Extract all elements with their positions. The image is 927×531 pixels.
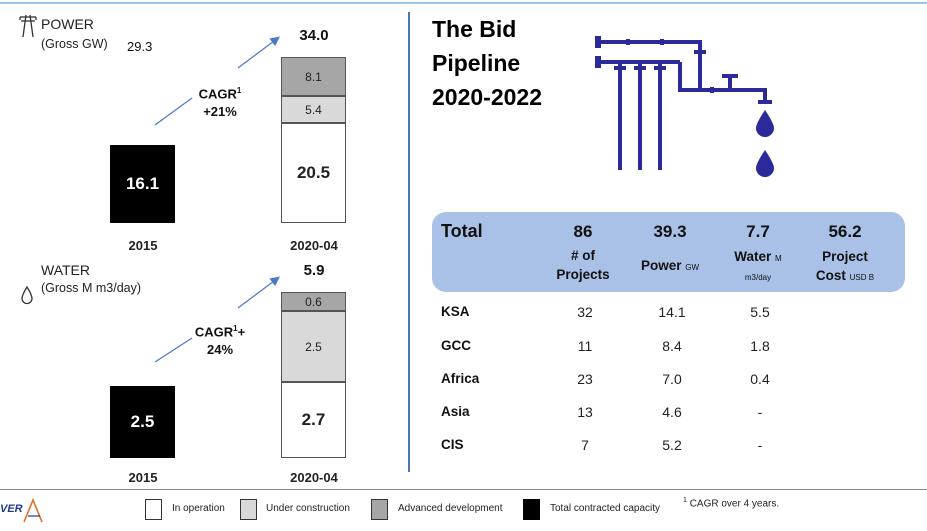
water-xlabel-2020: 2020-04 [290,470,338,485]
power-floating-value: 29.3 [127,39,153,54]
row-ksa-power: 14.1 [658,304,686,320]
row-region-ksa: KSA [441,304,470,319]
row-ksa-water: 5.5 [750,304,770,320]
power-seg-advanced: 8.1 [281,57,346,96]
row-cis-water: - [757,437,763,453]
water-seg-construction: 2.5 [281,311,346,382]
power-pylon-icon [18,14,38,38]
row-region-asia: Asia [441,404,470,419]
power-xlabel-2015: 2015 [128,238,158,253]
legend-label-construction: Under construction [266,503,350,514]
row-cis-power: 5.2 [662,437,682,453]
water-seg-operation: 2.7 [281,382,346,458]
pipeline-col-cost: Project Cost USD B [815,249,875,283]
row-asia-water: - [757,404,763,420]
power-cagr-label: CAGR1 +21% [198,86,242,120]
row-region-gcc: GCC [441,338,471,353]
row-asia-power: 4.6 [662,404,682,420]
row-ksa-projects: 32 [577,304,593,320]
pipeline-total-power: 39.3 [653,222,687,241]
legend-swatch-advanced [371,499,388,520]
row-asia-projects: 13 [577,404,593,420]
power-cagr-arrow [154,36,280,126]
power-total-2020-label: 34.0 [299,27,329,44]
pipeline-table-header [432,212,905,292]
power-seg-operation: 20.5 [281,123,346,223]
row-region-cis: CIS [441,437,464,452]
water-xlabel-2015: 2015 [128,470,158,485]
water-cagr-label: CAGR1+ 24% [194,324,246,358]
row-gcc-projects: 11 [577,338,593,354]
water-bar-2015: 2.5 [110,386,175,458]
legend-label-advanced: Advanced development [398,503,503,514]
legend-swatch-operation [145,499,162,520]
water-total-2020-label: 5.9 [303,262,325,279]
legend-swatch-total [523,499,540,520]
row-region-africa: Africa [441,371,480,386]
pipeline-table-body: KSA 32 14.1 5.5 GCC 11 8.4 1.8 Africa 23… [432,304,905,464]
water-seg-advanced: 0.6 [281,292,346,311]
power-seg-construction: 5.4 [281,96,346,123]
row-africa-water: 0.4 [750,371,770,387]
legend-swatch-construction [240,499,257,520]
power-title: POWER [41,16,94,32]
pipeline-total-cost: 56.2 [828,222,862,241]
pipeline-total-water: 7.7 [746,222,770,241]
footnote: 1 CAGR over 4 years. [683,497,780,510]
pipeline-col-projects: # of Projects [556,248,610,282]
top-rule [0,2,927,4]
pipeline-illustration [595,36,774,177]
pipeline-col-power: Power GW [640,258,700,273]
row-africa-projects: 23 [577,371,593,387]
row-gcc-power: 8.4 [662,338,682,354]
legend-label-total: Total contracted capacity [550,503,661,514]
power-subtitle: (Gross GW) [41,37,108,51]
power-bar-2015: 16.1 [110,145,175,223]
water-cagr-arrow [154,276,280,363]
pipeline-total-projects: 86 [573,222,593,241]
power-xlabel-2020: 2020-04 [290,238,338,253]
water-subtitle: (Gross M m3/day) [41,281,142,295]
vertical-divider [408,12,410,472]
svg-text:VER: VER [0,503,23,515]
row-cis-projects: 7 [581,437,589,453]
row-africa-power: 7.0 [662,371,682,387]
water-title: WATER [41,262,90,278]
footer-divider [0,489,927,490]
legend-label-operation: In operation [172,503,225,514]
bid-pipeline-title: The Bid Pipeline 2020-2022 [432,16,542,110]
pipeline-total-label: Total [441,221,483,241]
water-drop-icon [20,285,34,305]
pipeline-col-water: Water M m3/day [734,249,782,282]
company-logo: VER [0,496,48,526]
row-gcc-water: 1.8 [750,338,770,354]
